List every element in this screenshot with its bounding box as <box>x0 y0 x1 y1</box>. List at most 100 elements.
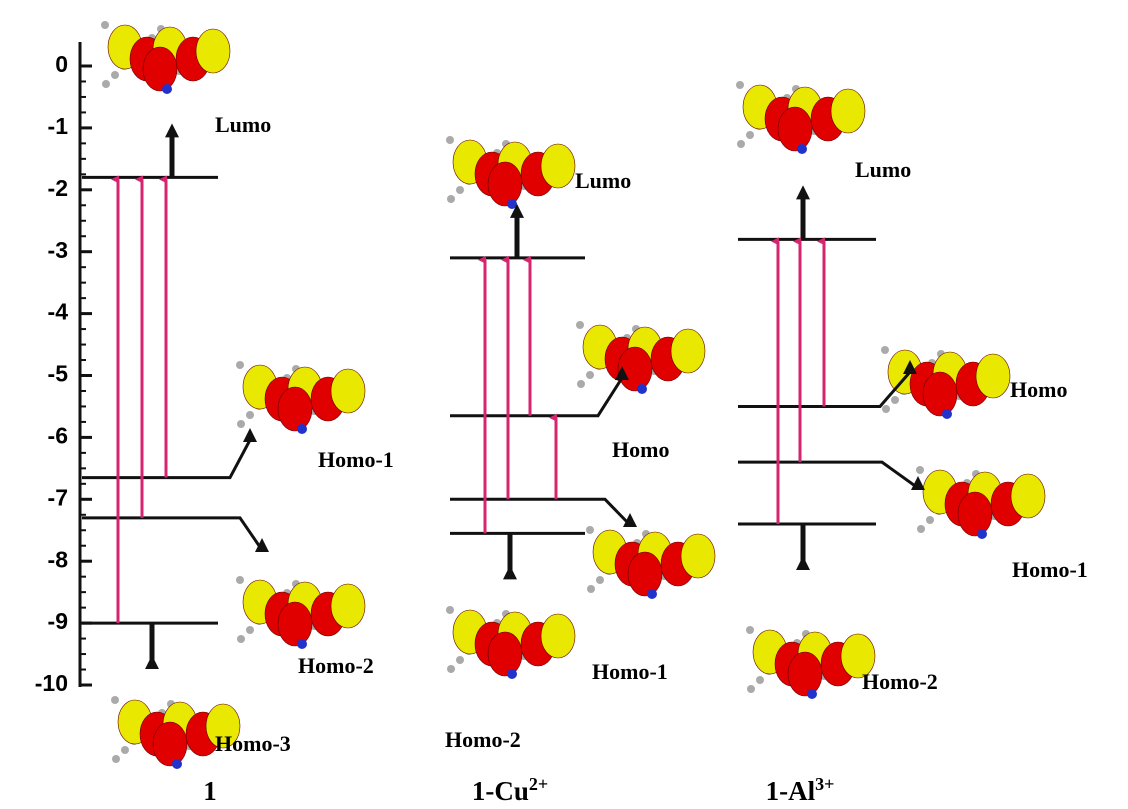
connector <box>585 378 622 416</box>
tick-label: -9 <box>48 608 68 634</box>
atom <box>942 409 952 419</box>
column-label: 1 <box>203 776 217 806</box>
connector <box>218 440 250 478</box>
atom <box>596 576 604 584</box>
orbital-image <box>236 576 365 649</box>
atom <box>111 71 119 79</box>
atom <box>456 186 464 194</box>
atom <box>162 84 172 94</box>
lobe <box>196 29 230 73</box>
level-label: Homo-2 <box>298 653 374 678</box>
atom <box>246 411 254 419</box>
atom <box>111 696 119 704</box>
atom <box>297 424 307 434</box>
atom <box>297 639 307 649</box>
atom <box>447 665 455 673</box>
level-label: Homo-2 <box>862 669 938 694</box>
atom <box>977 529 987 539</box>
tick-label: -10 <box>35 670 68 696</box>
atom <box>736 81 744 89</box>
atom <box>881 346 889 354</box>
atom <box>236 576 244 584</box>
level-label: Homo <box>612 437 669 462</box>
lobe <box>331 584 365 628</box>
level-label: Homo-1 <box>592 659 668 684</box>
orbital-image <box>446 606 575 679</box>
atom <box>507 669 517 679</box>
connector <box>876 462 918 488</box>
atom <box>102 80 110 88</box>
lobe <box>143 47 177 91</box>
atom <box>882 405 890 413</box>
atom <box>446 606 454 614</box>
orbital-image <box>101 21 230 94</box>
orbital-image <box>736 81 865 154</box>
column-charge: 2+ <box>529 774 548 794</box>
atom <box>507 199 517 209</box>
atom <box>891 396 899 404</box>
orbital-image <box>236 361 365 434</box>
atom <box>586 526 594 534</box>
level-label: Homo-3 <box>215 731 291 756</box>
atom <box>746 626 754 634</box>
column-label: 1-Al3+ <box>766 774 835 806</box>
column-name: 1-Al <box>766 776 816 806</box>
lobe <box>923 372 957 416</box>
orbital-image <box>746 626 875 699</box>
column-label: 1-Cu2+ <box>472 774 548 806</box>
level-label: Homo-2 <box>445 727 521 752</box>
tick-label: 0 <box>55 51 68 77</box>
column-name: 1-Cu <box>472 776 529 806</box>
atom <box>237 635 245 643</box>
orbital-image <box>916 466 1045 539</box>
atom <box>576 321 584 329</box>
atom <box>807 689 817 699</box>
atom <box>112 755 120 763</box>
atom <box>121 746 129 754</box>
level-label: Lumo <box>855 157 911 182</box>
energy-diagram: 0-1-2-3-4-5-6-7-8-9-10LumoHomo-1Homo-2Ho… <box>0 0 1128 809</box>
orbital-image <box>446 136 575 209</box>
lobe <box>1011 474 1045 518</box>
lobe <box>831 89 865 133</box>
lobe <box>153 722 187 766</box>
lobe <box>681 534 715 578</box>
orbital-image <box>576 321 705 394</box>
lobe <box>628 552 662 596</box>
lobe <box>488 632 522 676</box>
lobe <box>541 614 575 658</box>
level-label: Homo-1 <box>1012 557 1088 582</box>
lobe <box>788 652 822 696</box>
lobe <box>618 347 652 391</box>
level-label: Lumo <box>575 168 631 193</box>
lobe <box>541 144 575 188</box>
atom <box>756 676 764 684</box>
lobe <box>976 354 1010 398</box>
atom <box>926 516 934 524</box>
tick-label: -1 <box>48 113 69 139</box>
lobe <box>778 107 812 151</box>
tick-label: -2 <box>48 175 68 201</box>
atom <box>747 685 755 693</box>
orbital-image <box>586 526 715 599</box>
column-name: 1 <box>203 776 217 806</box>
atom <box>446 136 454 144</box>
atom <box>917 525 925 533</box>
atom <box>172 759 182 769</box>
lobe <box>278 602 312 646</box>
atom <box>916 466 924 474</box>
atom <box>797 144 807 154</box>
connector <box>218 518 262 550</box>
atom <box>456 656 464 664</box>
lobe <box>331 369 365 413</box>
atom <box>737 140 745 148</box>
tick-label: -5 <box>48 361 69 387</box>
tick-label: -8 <box>48 546 69 572</box>
tick-label: -6 <box>48 422 68 448</box>
atom <box>647 589 657 599</box>
connector <box>585 499 630 525</box>
lobe <box>958 492 992 536</box>
atom <box>237 420 245 428</box>
atom <box>447 195 455 203</box>
atom <box>236 361 244 369</box>
